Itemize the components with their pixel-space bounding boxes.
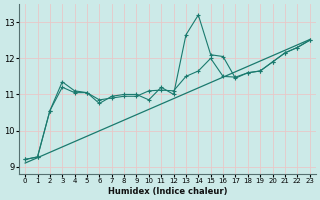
X-axis label: Humidex (Indice chaleur): Humidex (Indice chaleur) [108, 187, 227, 196]
